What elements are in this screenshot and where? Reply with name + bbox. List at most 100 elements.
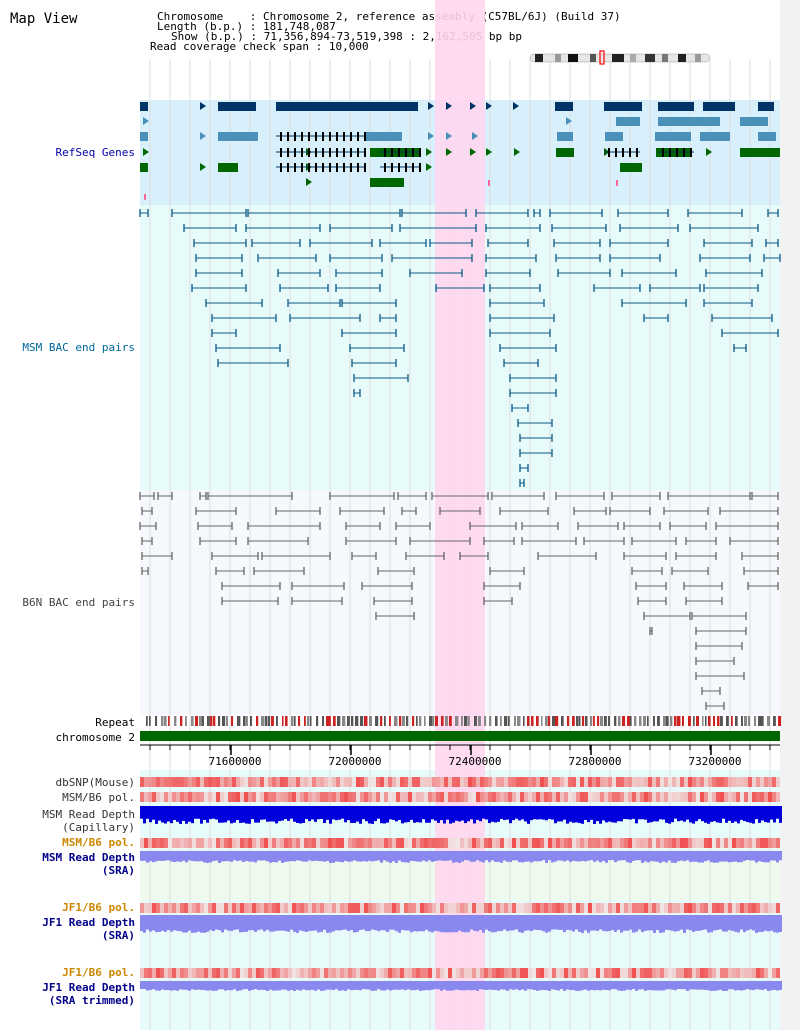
heat-cell — [204, 792, 208, 802]
depth-bar — [566, 915, 569, 930]
heat-cell — [244, 903, 248, 913]
depth-bar — [371, 851, 374, 862]
heat-cell — [424, 903, 428, 913]
heat-cell — [676, 777, 680, 787]
repeat-element — [508, 716, 510, 726]
depth-bar — [296, 851, 299, 861]
depth-bar — [563, 981, 566, 991]
depth-bar — [764, 806, 767, 823]
depth-bar — [683, 915, 686, 933]
heat-cell — [448, 777, 452, 787]
heat-cell — [608, 903, 612, 913]
repeat-element — [693, 716, 695, 726]
depth-bar — [764, 915, 767, 931]
heat-cell — [520, 777, 524, 787]
depth-bar — [203, 806, 206, 820]
heat-cell — [396, 777, 400, 787]
heat-cell — [704, 838, 708, 848]
heat-cell — [768, 792, 772, 802]
repeat-element — [333, 716, 336, 726]
heat-cell — [260, 968, 264, 978]
depth-bar — [476, 981, 479, 991]
depth-bar — [458, 915, 461, 931]
depth-bar — [269, 981, 272, 990]
depth-bar — [671, 981, 674, 990]
track-label-msm-bac[interactable]: MSM BAC end pairs — [22, 341, 135, 354]
heat-cell — [180, 968, 184, 978]
depth-bar — [386, 851, 389, 862]
repeat-element — [261, 716, 265, 726]
depth-bar — [308, 915, 311, 931]
heat-cell — [740, 838, 744, 848]
depth-bar — [749, 851, 752, 861]
heat-cell — [428, 777, 432, 787]
repeat-element — [412, 716, 415, 726]
depth-bar — [632, 851, 635, 861]
depth-bar — [743, 851, 746, 861]
depth-bar — [395, 915, 398, 932]
track-label-jf1-depth-trimmed-sub: (SRA trimmed) — [48, 994, 135, 1007]
heat-cell — [576, 792, 580, 802]
depth-bar — [701, 915, 704, 931]
depth-bar — [200, 915, 203, 933]
ideogram-band — [695, 54, 701, 62]
heat-cell — [324, 968, 328, 978]
heat-cell — [676, 838, 680, 848]
repeat-element — [523, 716, 525, 726]
heat-cell — [548, 968, 552, 978]
gene-arrow — [200, 163, 206, 171]
heat-cell — [436, 968, 440, 978]
gene-exon — [658, 102, 694, 111]
depth-bar — [638, 806, 641, 820]
depth-bar — [440, 806, 443, 821]
depth-bar — [164, 915, 167, 932]
track-label-b6n-bac[interactable]: B6N BAC end pairs — [22, 596, 135, 609]
heat-cell — [244, 792, 248, 802]
depth-bar — [740, 806, 743, 820]
repeat-element — [741, 716, 743, 726]
depth-bar — [284, 806, 287, 820]
depth-bar — [404, 981, 407, 991]
depth-bar — [488, 851, 491, 863]
repeat-element — [250, 716, 253, 726]
depth-bar — [158, 915, 161, 933]
depth-bar — [452, 915, 455, 933]
depth-bar — [482, 915, 485, 933]
heat-cell — [172, 838, 176, 848]
depth-bar — [698, 915, 701, 931]
heat-cell — [164, 777, 168, 787]
depth-bar — [413, 981, 416, 991]
depth-bar — [143, 915, 146, 933]
depth-bar — [305, 981, 308, 991]
gene-exon — [556, 148, 574, 157]
depth-bar — [704, 981, 707, 990]
repeat-element — [666, 716, 669, 726]
heat-cell — [712, 777, 716, 787]
heat-cell — [236, 903, 240, 913]
heat-cell — [248, 792, 252, 802]
depth-bar — [167, 806, 170, 822]
depth-bar — [719, 981, 722, 990]
track-label-chromosome: chromosome 2 — [55, 731, 135, 744]
track-label-jf1-b6-pol-1: JF1/B6 pol. — [62, 901, 135, 914]
repeat-element — [663, 716, 667, 726]
gene-marker — [144, 194, 146, 200]
heat-cell — [728, 792, 732, 802]
heat-cell — [468, 968, 472, 978]
heat-cell — [576, 838, 580, 848]
depth-bar — [152, 915, 155, 931]
depth-bar — [716, 806, 719, 823]
heat-cell — [328, 968, 332, 978]
depth-bar — [245, 806, 248, 824]
depth-bar — [413, 806, 416, 823]
heat-cell — [268, 903, 272, 913]
heat-cell — [476, 838, 480, 848]
heat-cell — [616, 838, 620, 848]
heat-cell — [472, 838, 476, 848]
depth-bar — [560, 981, 563, 990]
depth-bar — [671, 851, 674, 863]
heat-cell — [248, 968, 252, 978]
heat-cell — [536, 903, 540, 913]
track-label-refseq-genes[interactable]: RefSeq Genes — [55, 146, 135, 159]
